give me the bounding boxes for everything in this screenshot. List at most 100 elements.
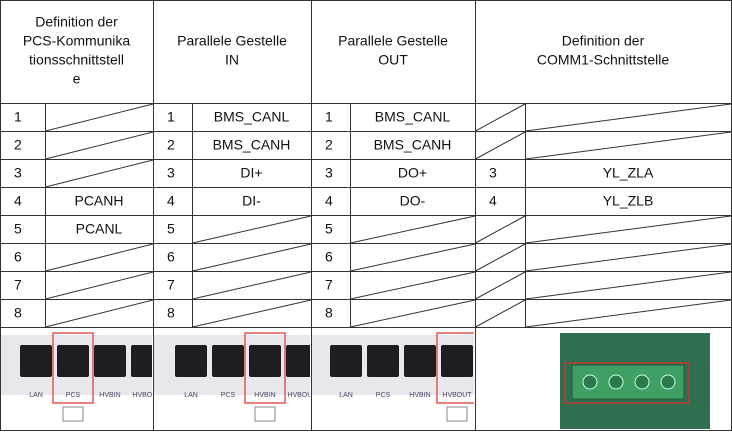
table-cell <box>0 159 46 188</box>
port <box>20 345 52 377</box>
cell-text: 8 <box>167 305 175 321</box>
diagonal <box>525 103 732 132</box>
table-cell <box>0 243 46 272</box>
highlight <box>52 332 94 404</box>
cell-text: PCANH <box>74 193 123 209</box>
port <box>404 345 436 377</box>
port-label: LAN <box>29 392 43 399</box>
table-cell <box>0 215 46 244</box>
cell-text: BMS_CANH <box>374 137 452 153</box>
cell-text: 1 <box>14 109 22 125</box>
diagonal <box>525 131 732 160</box>
cell-text: 1 <box>325 109 333 125</box>
cell-text: 5 <box>167 221 175 237</box>
cell-text: 4 <box>489 193 497 209</box>
diagonal <box>525 215 732 244</box>
diagonal <box>475 299 526 328</box>
diagonal <box>45 299 154 328</box>
diagonal <box>475 103 526 132</box>
board-photo <box>560 333 710 429</box>
cell-text: BMS_CANL <box>214 109 290 125</box>
connector-icon <box>254 406 276 422</box>
cell-text: 5 <box>14 221 22 237</box>
port-photo: LAN PCS HVBIN HVBOUT <box>1 332 162 422</box>
header-text: IN <box>225 52 239 68</box>
cell-text: 4 <box>325 193 333 209</box>
highlight <box>436 332 474 404</box>
diagonal <box>475 243 526 272</box>
cell-text: 8 <box>14 305 22 321</box>
cell-text: 6 <box>325 249 333 265</box>
port <box>330 345 362 377</box>
header-text: e <box>73 71 81 87</box>
cell-text: 2 <box>325 137 333 153</box>
cell-text: 4 <box>167 193 175 209</box>
cell-text: 5 <box>325 221 333 237</box>
cell-text: PCANL <box>76 221 123 237</box>
table-cell <box>475 159 526 188</box>
port-label: LAN <box>184 392 198 399</box>
cell-text: BMS_CANH <box>213 137 291 153</box>
diagonal <box>45 271 154 300</box>
header-text: OUT <box>378 52 408 68</box>
screw <box>608 374 624 390</box>
port <box>367 345 399 377</box>
cell-text: 3 <box>14 165 22 181</box>
cell-text: 6 <box>14 249 22 265</box>
diagonal <box>525 243 732 272</box>
diagonal <box>475 131 526 160</box>
port-label: HVBIN <box>409 392 430 399</box>
cell-text: 4 <box>14 193 22 209</box>
header-text: Parallele Gestelle <box>177 33 287 49</box>
connector-icon <box>62 406 84 422</box>
table-cell <box>0 103 46 132</box>
header-text: Parallele Gestelle <box>338 33 448 49</box>
cell-text: 6 <box>167 249 175 265</box>
header-text: COMM1-Schnittstelle <box>537 52 669 68</box>
screw <box>634 374 650 390</box>
cell-text: 2 <box>14 137 22 153</box>
cell-text: 3 <box>489 165 497 181</box>
table-cell <box>0 131 46 160</box>
diagonal <box>192 299 312 328</box>
connector-icon <box>446 406 468 422</box>
cell-text: 3 <box>167 165 175 181</box>
header-text: tionsschnittstell <box>29 52 124 68</box>
screw <box>582 374 598 390</box>
highlight <box>564 362 690 404</box>
cell-text: 8 <box>325 305 333 321</box>
port-label: HVBOUT <box>442 392 472 399</box>
cell-text: YL_ZLB <box>603 193 654 209</box>
highlight <box>244 332 286 404</box>
diagonal <box>192 243 312 272</box>
diagonal <box>192 215 312 244</box>
port-photo: LAN PCS HVBIN HVBOUT <box>312 332 474 422</box>
port-photo: LAN PCS HVBIN HVBOUT <box>154 332 310 422</box>
diagonal <box>45 131 154 160</box>
diagonal <box>45 243 154 272</box>
cell-text: DI- <box>242 193 261 209</box>
port <box>131 345 152 377</box>
cell-text: 7 <box>167 277 175 293</box>
cell-text: YL_ZLA <box>603 165 654 181</box>
port-label: PCS <box>221 392 236 399</box>
diagonal <box>45 159 154 188</box>
cell-text: DI+ <box>240 165 262 181</box>
port <box>249 345 281 377</box>
diagonal <box>350 243 476 272</box>
screw <box>660 374 676 390</box>
diagonal <box>192 271 312 300</box>
cell-text: 7 <box>325 277 333 293</box>
cell-text: 1 <box>167 109 175 125</box>
header-text: PCS-Kommunika <box>23 33 131 49</box>
diagonal <box>350 299 476 328</box>
port-label: HVBIN <box>99 392 120 399</box>
port <box>286 345 310 377</box>
cell-text: 7 <box>14 277 22 293</box>
table-cell <box>475 187 526 216</box>
diagonal <box>350 271 476 300</box>
port <box>441 345 473 377</box>
port-label: HVBOUT <box>132 392 162 399</box>
diagonal <box>475 215 526 244</box>
port <box>94 345 126 377</box>
